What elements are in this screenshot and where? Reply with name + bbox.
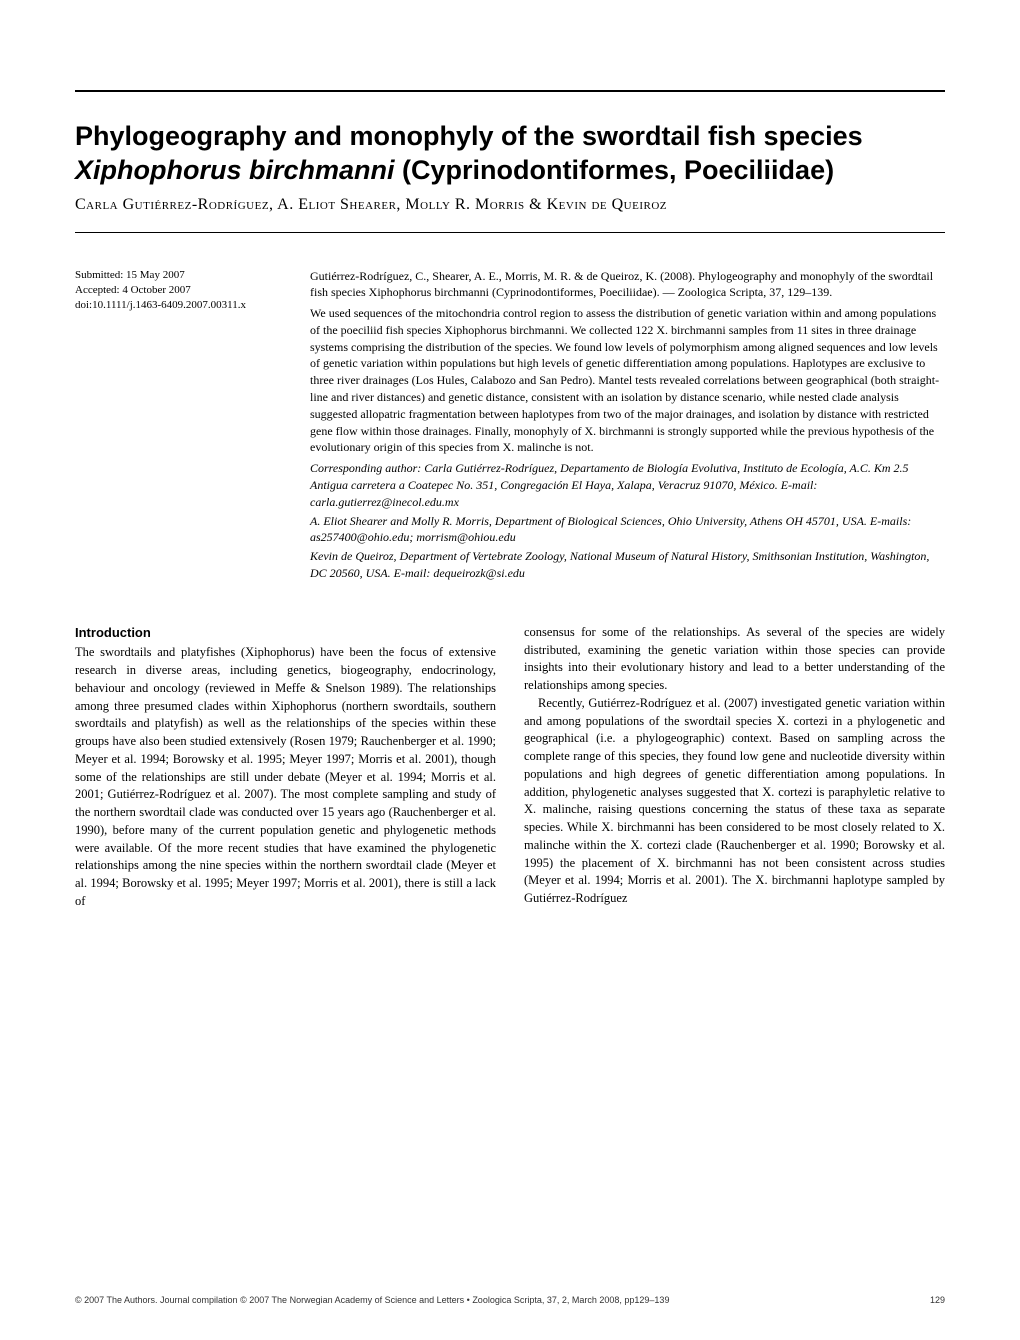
title-line2-rest: (Cyprinodontiformes, Poeciliidae) — [395, 155, 835, 185]
body-column-right: consensus for some of the relationships.… — [524, 624, 945, 911]
divider-mid — [75, 232, 945, 233]
article-title: Phylogeography and monophyly of the swor… — [75, 120, 945, 188]
body-text-col2-p1: consensus for some of the relationships.… — [524, 624, 945, 695]
corresponding-1: Corresponding author: Carla Gutiérrez-Ro… — [310, 460, 945, 510]
title-line2-italic: Xiphophorus birchmanni — [75, 155, 395, 185]
intro-heading: Introduction — [75, 624, 496, 642]
abstract-citation: Gutiérrez-Rodríguez, C., Shearer, A. E.,… — [310, 268, 945, 302]
title-line1: Phylogeography and monophyly of the swor… — [75, 121, 863, 151]
meta-column: Submitted: 15 May 2007 Accepted: 4 Octob… — [75, 268, 270, 584]
corresponding-2: A. Eliot Shearer and Molly R. Morris, De… — [310, 513, 945, 547]
authors: Carla Gutiérrez-Rodríguez, A. Eliot Shea… — [75, 196, 945, 214]
corresponding-3: Kevin de Queiroz, Department of Vertebra… — [310, 548, 945, 582]
body-columns: Introduction The swordtails and platyfis… — [75, 624, 945, 911]
divider-top — [75, 90, 945, 92]
body-column-left: Introduction The swordtails and platyfis… — [75, 624, 496, 911]
abstract-column: Gutiérrez-Rodríguez, C., Shearer, A. E.,… — [310, 268, 945, 584]
accepted-date: Accepted: 4 October 2007 — [75, 283, 270, 298]
abstract-corresponding: Corresponding author: Carla Gutiérrez-Ro… — [310, 460, 945, 582]
meta-abstract-row: Submitted: 15 May 2007 Accepted: 4 Octob… — [75, 268, 945, 584]
abstract-text: We used sequences of the mitochondria co… — [310, 305, 945, 456]
submitted-date: Submitted: 15 May 2007 — [75, 268, 270, 283]
footer-left: © 2007 The Authors. Journal compilation … — [75, 1295, 669, 1305]
body-text-col1: The swordtails and platyfishes (Xiphopho… — [75, 645, 496, 908]
body-text-col2-p2: Recently, Gutiérrez-Rodríguez et al. (20… — [524, 695, 945, 908]
doi: doi:10.1111/j.1463-6409.2007.00311.x — [75, 298, 270, 313]
page-footer: © 2007 The Authors. Journal compilation … — [75, 1295, 945, 1305]
page-number: 129 — [930, 1295, 945, 1305]
